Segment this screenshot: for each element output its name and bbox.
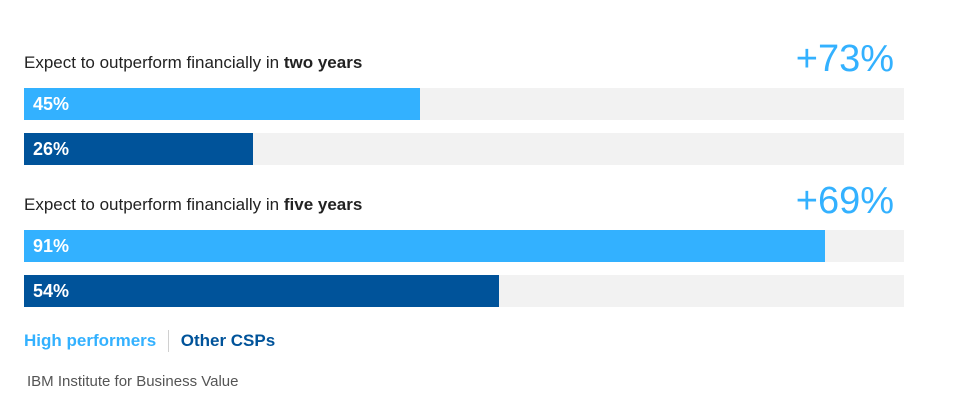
group-label: Expect to outperform financially in five…: [24, 195, 362, 215]
group-label: Expect to outperform financially in two …: [24, 53, 362, 73]
legend-high-performers: High performers: [24, 331, 157, 350]
bar: 45%: [24, 88, 420, 120]
bar-track: 45%: [24, 88, 904, 120]
bar: 54%: [24, 275, 499, 307]
group-label-emphasis: two years: [283, 53, 363, 72]
delta-label: +73%: [795, 38, 894, 80]
legend-divider: [167, 330, 169, 352]
bar-group-2: Expect to outperform financially in five…: [24, 180, 904, 308]
bar-value-label: 45%: [33, 94, 70, 114]
bar-track: 54%: [24, 275, 904, 307]
group-label-prefix: Expect to outperform financially in: [24, 53, 284, 72]
bar-track: 91%: [24, 230, 904, 262]
group-label-prefix: Expect to outperform financially in: [24, 195, 284, 214]
bar-track: 26%: [24, 133, 904, 165]
delta-label: +69%: [795, 180, 894, 222]
source-note: IBM Institute for Business Value: [27, 373, 239, 390]
bar-value-label: 91%: [33, 236, 70, 256]
bar: 91%: [24, 230, 825, 262]
legend-other-csps: Other CSPs: [180, 331, 276, 350]
bar: 26%: [24, 133, 253, 165]
legend: High performers Other CSPs: [24, 330, 275, 352]
bar-value-label: 54%: [33, 281, 70, 301]
bar-group-1: Expect to outperform financially in two …: [24, 38, 904, 166]
group-label-emphasis: five years: [283, 195, 363, 214]
bar-value-label: 26%: [33, 139, 70, 159]
